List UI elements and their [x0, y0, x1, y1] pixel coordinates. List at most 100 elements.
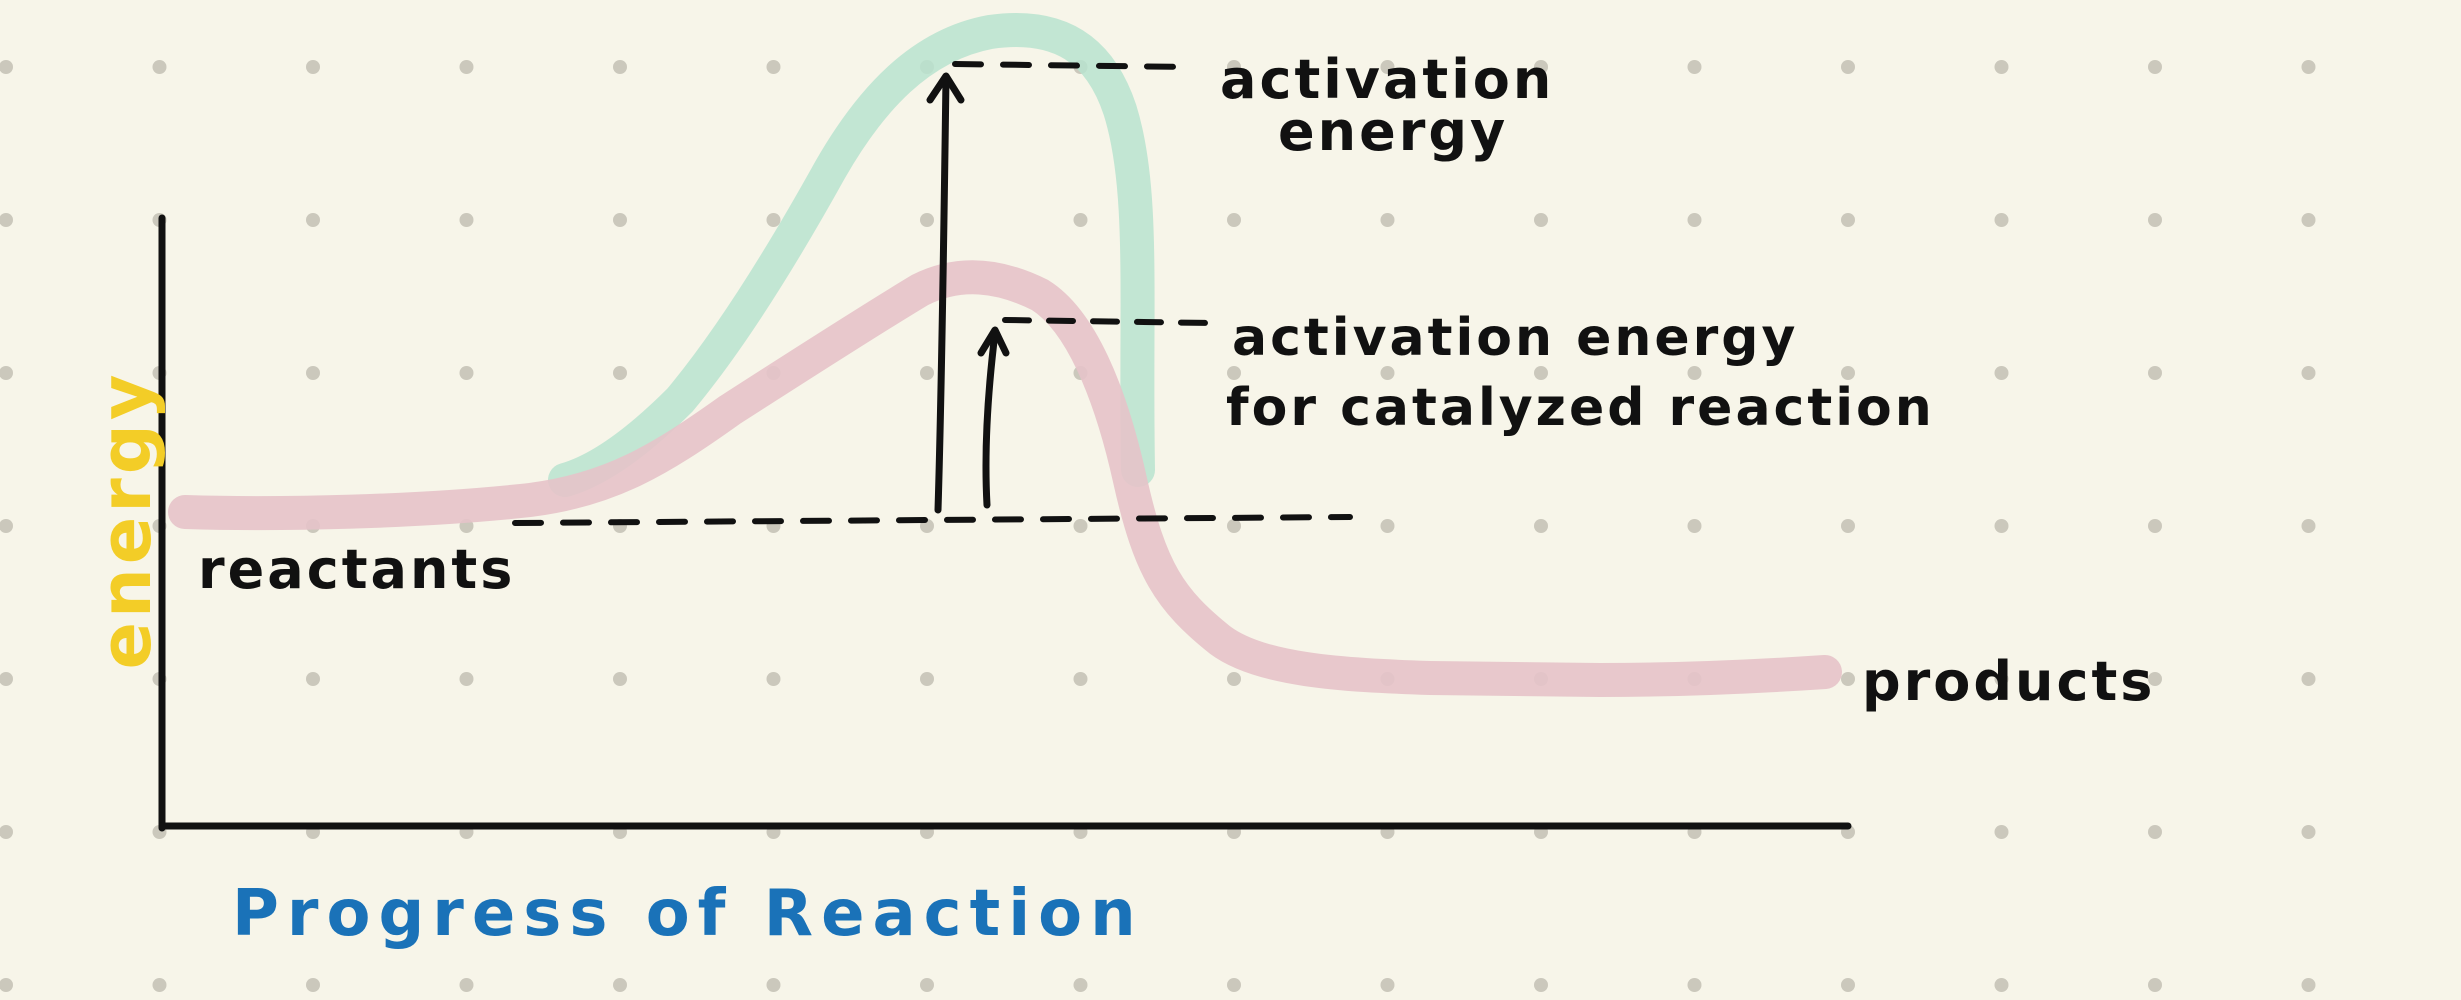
grid-dot — [1073, 213, 1088, 227]
activation-energy-arrowhead — [926, 72, 965, 104]
grid-dot — [1687, 978, 1702, 992]
grid-dot — [766, 672, 781, 686]
grid-dot — [2148, 213, 2162, 227]
grid-dot — [1380, 519, 1395, 533]
grid-dot — [613, 213, 627, 227]
grid-dot — [459, 672, 474, 686]
grid-dot — [613, 366, 627, 380]
grid-dot — [2148, 60, 2162, 74]
grid-dot — [1687, 60, 1702, 74]
grid-dot — [2301, 978, 2316, 992]
grid-dot — [152, 978, 167, 992]
uncatalyzed-reaction-curve — [548, 13, 1155, 497]
grid-dot — [920, 213, 934, 227]
grid-dot — [2301, 60, 2316, 74]
grid-dot — [1227, 519, 1241, 533]
grid-dot — [1841, 213, 1855, 227]
grid-dot — [766, 60, 781, 74]
grid-dot — [459, 366, 474, 380]
grid-dot — [1687, 519, 1702, 533]
grid-dot — [2301, 366, 2316, 380]
catalyzed-activation-label-line1: activation energy — [1232, 308, 1798, 368]
grid-dot — [2148, 519, 2162, 533]
grid-dot — [1994, 978, 2009, 992]
grid-dot — [1227, 213, 1241, 227]
grid-dot — [2148, 366, 2162, 380]
grid-dot — [1994, 519, 2009, 533]
grid-dot — [1227, 60, 1241, 74]
grid-dot — [1380, 366, 1395, 380]
grid-dot — [1380, 213, 1395, 227]
grid-dot — [1841, 366, 1855, 380]
y-axis-label: energy — [85, 370, 167, 669]
grid-dot — [1227, 672, 1241, 686]
grid-dot — [306, 366, 320, 380]
reactants-label: reactants — [198, 538, 515, 601]
grid-dot — [0, 978, 13, 992]
grid-dot — [2148, 978, 2162, 992]
grid-dot — [1227, 978, 1241, 992]
grid-dot — [1994, 213, 2009, 227]
grid-dot — [459, 213, 474, 227]
grid-dot — [306, 978, 320, 992]
grid-dot — [306, 213, 320, 227]
grid-dot — [0, 672, 13, 686]
grid-dot — [1994, 60, 2009, 74]
grid-dot — [1841, 60, 1855, 74]
grid-dot — [1687, 213, 1702, 227]
grid-dot — [1534, 60, 1548, 74]
grid-dot — [1227, 366, 1241, 380]
grid-dot — [1687, 366, 1702, 380]
grid-dot — [1994, 366, 2009, 380]
grid-dot — [2148, 825, 2162, 839]
grid-dot — [920, 978, 934, 992]
grid-dot — [1073, 978, 1088, 992]
grid-dot — [2301, 213, 2316, 227]
grid-dot — [152, 60, 167, 74]
activation-energy-dashed-line — [952, 61, 1193, 70]
grid-dot — [1994, 825, 2009, 839]
grid-dot — [1073, 519, 1088, 533]
grid-dot — [2148, 672, 2162, 686]
grid-dot — [1380, 60, 1395, 74]
grid-dot — [1841, 978, 1855, 992]
catalyzed-reaction-curve — [168, 260, 1842, 697]
catalyzed-activation-arrowhead — [977, 326, 1010, 357]
catalyzed-activation-arrow — [982, 329, 999, 509]
grid-dot — [0, 366, 13, 380]
grid-dot — [459, 60, 474, 74]
grid-dot — [1534, 978, 1548, 992]
reactant-energy-dashed-line — [512, 514, 1353, 526]
activation-energy-label-line1: activation — [1220, 48, 1554, 111]
x-axis-label: Progress of Reaction — [232, 877, 1144, 951]
grid-dot — [306, 672, 320, 686]
grid-dot — [459, 978, 474, 992]
grid-dot — [1534, 366, 1548, 380]
grid-dot — [2301, 519, 2316, 533]
grid-dot — [0, 60, 13, 74]
grid-dot — [306, 60, 320, 74]
catalyzed-activation-label-line2: for catalyzed reaction — [1226, 378, 1935, 438]
grid-dot — [613, 672, 627, 686]
grid-dot — [0, 213, 13, 227]
activation-energy-arrow — [934, 74, 950, 514]
grid-dot — [1534, 519, 1548, 533]
grid-dot — [2301, 672, 2316, 686]
grid-dot — [1841, 672, 1855, 686]
grid-dot — [920, 366, 934, 380]
grid-dot — [920, 672, 934, 686]
grid-dot — [766, 978, 781, 992]
grid-dot — [766, 213, 781, 227]
grid-dot — [0, 519, 13, 533]
grid-dot — [613, 60, 627, 74]
grid-dot — [2301, 825, 2316, 839]
grid-dot — [1534, 213, 1548, 227]
grid-dot — [0, 825, 13, 839]
grid-dot — [613, 978, 627, 992]
grid-dot — [1380, 978, 1395, 992]
activation-energy-label-line2: energy — [1278, 100, 1508, 163]
grid-dot — [1841, 519, 1855, 533]
products-label: products — [1862, 650, 2155, 713]
grid-dot — [1994, 672, 2009, 686]
